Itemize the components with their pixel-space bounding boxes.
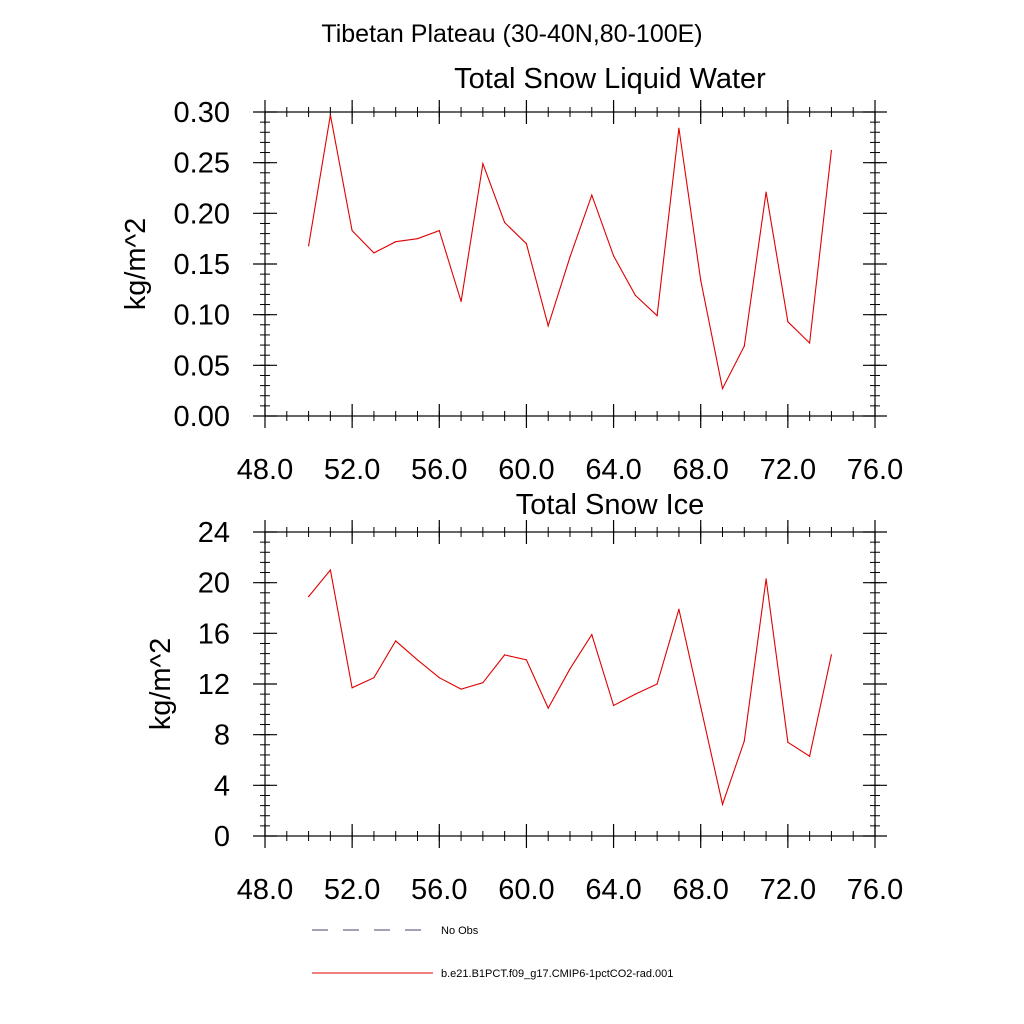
legend-item-model-run: b.e21.B1PCT.f09_g17.CMIP6-1pctCO2-rad.00…: [312, 968, 673, 980]
data-point: [416, 659, 419, 661]
x-tick-label: 64.0: [585, 874, 641, 906]
data-point: [547, 325, 549, 327]
figure-title: Tibetan Plateau (30-40N,80-100E): [321, 20, 702, 48]
data-point: [547, 707, 549, 709]
data-point: [743, 345, 745, 347]
data-point: [307, 596, 310, 598]
x-tick-label: 68.0: [672, 874, 728, 906]
data-point: [329, 114, 331, 116]
data-point: [482, 682, 484, 684]
x-tick-label: 76.0: [847, 454, 903, 486]
legend-label-no-obs: No Obs: [441, 925, 479, 937]
data-point: [612, 704, 615, 707]
x-tick-label: 72.0: [760, 874, 816, 906]
data-point: [612, 255, 615, 257]
data-point: [525, 659, 528, 661]
y-tick-label: 0: [214, 821, 230, 853]
y-tick-label: 0.10: [174, 300, 230, 332]
data-point: [809, 342, 811, 344]
data-point: [329, 569, 331, 571]
data-point: [460, 300, 462, 303]
data-point: [482, 163, 484, 165]
x-tick-label: 60.0: [498, 454, 554, 486]
y-tick-label: 0.25: [174, 148, 230, 180]
x-tick-label: 52.0: [324, 874, 380, 906]
plot-frame: [264, 111, 876, 417]
x-tick-label: 48.0: [237, 454, 293, 486]
data-point: [591, 634, 593, 636]
chart-panel-snow-liquid-water: Total Snow Liquid Water 48.0 52.0 56.0 60.0 6…: [120, 63, 903, 486]
y-tick-label: 0.00: [174, 401, 230, 433]
y-tick-label: 0.30: [174, 97, 230, 129]
data-point: [830, 654, 833, 656]
plot-frame: [264, 531, 876, 837]
data-point: [395, 241, 397, 243]
legend: No Obs b.e21.B1PCT.f09_g17.CMIP6-1pctCO2…: [312, 925, 673, 980]
y-axis-label: kg/m^2: [145, 638, 177, 731]
data-point: [765, 191, 767, 193]
data-point: [700, 279, 702, 281]
x-tick-label: 56.0: [411, 454, 467, 486]
data-point: [809, 755, 811, 757]
data-point: [438, 229, 440, 232]
y-tick-label: 8: [214, 720, 230, 752]
data-point: [504, 654, 506, 656]
y-tick-label: 16: [198, 618, 230, 650]
x-tick-label: 72.0: [760, 454, 816, 486]
y-tick-label: 4: [214, 770, 230, 802]
data-point: [787, 741, 789, 743]
data-point: [569, 668, 571, 670]
data-point: [634, 294, 636, 297]
data-point: [678, 127, 680, 129]
x-tick-label: 52.0: [324, 454, 380, 486]
y-tick-label: 20: [198, 568, 230, 600]
data-point: [634, 693, 636, 695]
x-tick-label: 56.0: [411, 874, 467, 906]
y-tick-label: 0.20: [174, 198, 230, 230]
data-point: [525, 243, 528, 245]
x-tick-label: 68.0: [672, 454, 728, 486]
data-point: [438, 677, 440, 679]
x-tick-label: 76.0: [847, 874, 903, 906]
y-tick-label: 24: [198, 517, 230, 549]
series-line: [308, 568, 832, 807]
x-tick-label: 64.0: [585, 454, 641, 486]
legend-label-model-run: b.e21.B1PCT.f09_g17.CMIP6-1pctCO2-rad.00…: [441, 968, 673, 980]
data-point: [460, 688, 462, 690]
data-point: [307, 245, 310, 247]
data-point: [569, 256, 571, 258]
data-point: [721, 388, 724, 390]
data-point: [743, 740, 745, 742]
data-point: [830, 149, 833, 152]
y-tick-label: 12: [198, 669, 230, 701]
data-point: [721, 803, 724, 805]
y-axis-label: kg/m^2: [120, 218, 152, 311]
data-point: [416, 238, 419, 240]
data-point: [351, 687, 353, 689]
chart-panel-snow-ice: Total Snow Ice 48.0 52.0 56.0 60.0 64.0 68.0 72…: [145, 489, 903, 906]
chart-title: Total Snow Liquid Water: [454, 63, 766, 95]
series-line: [308, 114, 832, 391]
data-point: [787, 321, 789, 323]
y-tick-label: 0.05: [174, 350, 230, 382]
x-tick-label: 48.0: [237, 874, 293, 906]
data-point: [373, 677, 375, 679]
data-point: [351, 229, 353, 232]
y-tick-label: 0.15: [174, 249, 230, 281]
x-tick-label: 60.0: [498, 874, 554, 906]
chart-title: Total Snow Ice: [516, 489, 705, 521]
data-point: [373, 252, 375, 254]
data-point: [678, 608, 680, 610]
data-point: [591, 194, 593, 196]
data-point: [700, 706, 702, 708]
data-point: [765, 578, 767, 580]
legend-item-no-obs: No Obs: [312, 925, 479, 937]
data-point: [656, 315, 658, 317]
data-point: [656, 683, 658, 685]
data-point: [504, 221, 506, 224]
data-point: [395, 640, 397, 642]
